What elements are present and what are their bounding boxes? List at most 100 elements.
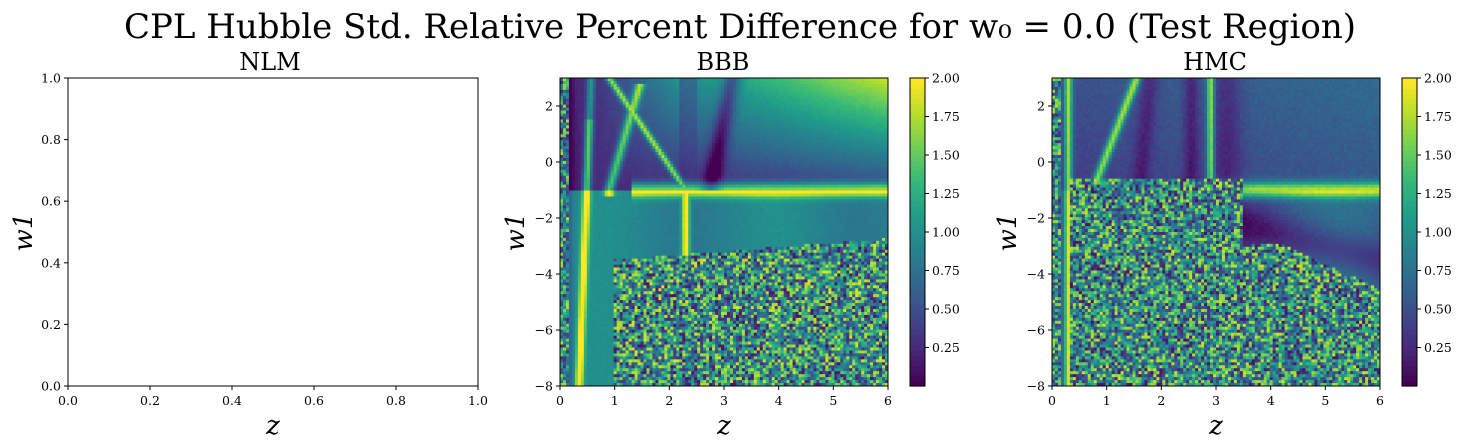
heatmap-cell [828,205,831,208]
heatmap-cell [715,179,718,182]
heatmap-cell [652,102,655,105]
heatmap-cell [748,84,751,87]
heatmap-cell [813,119,816,122]
heatmap-cell [560,128,563,131]
heatmap-cell [635,199,638,202]
heatmap-cell [721,84,724,87]
heatmap-cell [778,146,781,149]
heatmap-cell [661,143,664,146]
heatmap-cell [718,96,721,99]
heatmap-cell [629,170,632,173]
heatmap-cell [754,114,757,117]
heatmap-cell [632,99,635,102]
heatmap-cell [629,93,632,96]
heatmap-cell [843,173,846,176]
heatmap-cell [638,185,641,188]
heatmap-cell [870,102,873,105]
heatmap-cell [706,188,709,191]
heatmap-cell [691,108,694,111]
heatmap-cell [712,170,715,173]
heatmap-cell [787,176,790,179]
heatmap-cell [593,81,596,84]
heatmap-cell [813,87,816,90]
heatmap-cell [646,149,649,152]
heatmap-cell [813,78,816,81]
heatmap-cell [605,155,608,158]
heatmap-cell [834,155,837,158]
heatmap-cell [870,173,873,176]
heatmap-cell [661,99,664,102]
heatmap-cell [643,125,646,128]
heatmap-cell [793,176,796,179]
heatmap-cell [873,188,876,191]
heatmap-cell [763,87,766,90]
heatmap-cell [852,90,855,93]
heatmap-cell [700,87,703,90]
heatmap-cell [721,111,724,114]
heatmap-cell [858,93,861,96]
heatmap-cell [825,119,828,122]
heatmap-cell [778,191,781,194]
heatmap-cell [763,167,766,170]
heatmap-cell [867,182,870,185]
heatmap-cell [667,146,670,149]
heatmap-cell [646,158,649,161]
heatmap-cell [858,105,861,108]
heatmap-cell [676,179,679,182]
heatmap-cell [864,117,867,120]
heatmap-cell [569,140,572,143]
heatmap-cell [807,128,810,131]
heatmap-cell [718,117,721,120]
heatmap-cell [736,202,739,205]
heatmap-cell [769,90,772,93]
heatmap-cell [742,137,745,140]
heatmap-cell [843,125,846,128]
heatmap-cell [682,114,685,117]
heatmap-cell [766,196,769,199]
heatmap-cell [629,176,632,179]
heatmap-cell [766,146,769,149]
heatmap-cell [825,131,828,134]
heatmap-cell [778,131,781,134]
heatmap-cell [873,99,876,102]
heatmap-cell [643,87,646,90]
heatmap-cell [852,167,855,170]
heatmap-cell [816,122,819,125]
heatmap-cell [778,182,781,185]
heatmap-cell [736,99,739,102]
heatmap-cell [822,196,825,199]
heatmap-cell [664,170,667,173]
heatmap-cell [626,99,629,102]
heatmap-cell [870,128,873,131]
heatmap-cell [778,102,781,105]
heatmap-cell [682,99,685,102]
heatmap-cell [748,114,751,117]
heatmap-cell [646,119,649,122]
heatmap-cell [572,134,575,137]
heatmap-cell [638,182,641,185]
heatmap-cell [879,191,882,194]
heatmap-cell [614,137,617,140]
heatmap-cell [727,149,730,152]
heatmap-cell [760,122,763,125]
heatmap-cell [661,96,664,99]
heatmap-cell [831,122,834,125]
heatmap-cell [730,194,733,197]
heatmap-cell [745,125,748,128]
heatmap-cell [828,119,831,122]
heatmap-cell [605,102,608,105]
heatmap-cell [837,176,840,179]
heatmap-cell [575,185,578,188]
heatmap-cell [587,117,590,120]
heatmap-cell [784,81,787,84]
heatmap-cell [667,93,670,96]
heatmap-cell [584,131,587,134]
heatmap-cell [617,111,620,114]
heatmap-cell [849,131,852,134]
heatmap-cell [715,84,718,87]
heatmap-cell [769,119,772,122]
heatmap-cell [679,84,682,87]
heatmap-cell [742,99,745,102]
heatmap-cell [563,167,566,170]
heatmap-cell [641,205,644,208]
